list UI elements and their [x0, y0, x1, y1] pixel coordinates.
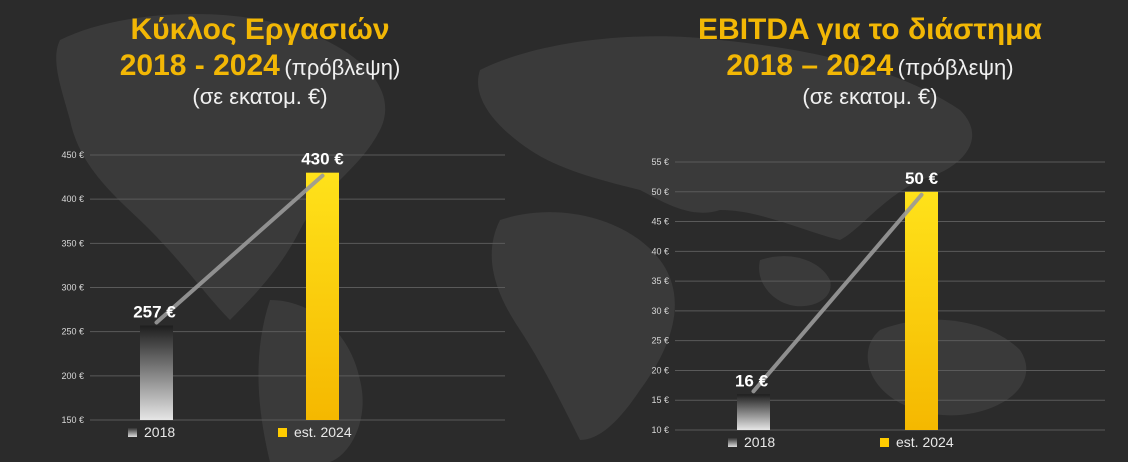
turnover-legend-swatch-2024 — [278, 428, 287, 437]
ebitda-legend-label-2024: est. 2024 — [896, 434, 954, 450]
turnover-ytick-label: 450 € — [61, 150, 84, 160]
turnover-title-years: 2018 - 2024 — [119, 49, 280, 82]
ebitda-trend-line — [751, 192, 924, 394]
turnover-chart-title: Κύκλος Εργασιών 2018 - 2024 (πρόβλεψη) (… — [90, 12, 430, 110]
turnover-title-note: (πρόβλεψη) — [284, 55, 401, 80]
turnover-ytick-label: 350 € — [61, 238, 84, 248]
turnover-ytick-label: 200 € — [61, 371, 84, 381]
ebitda-title-years: 2018 – 2024 — [726, 49, 894, 82]
ebitda-data-label-2024: 50 € — [905, 169, 939, 188]
ebitda-ytick-label: 40 € — [651, 246, 669, 256]
turnover-ytick-label: 150 € — [61, 415, 84, 425]
turnover-unit-line: (σε εκατομ. €) — [192, 84, 328, 109]
turnover-bar-2018 — [140, 325, 173, 420]
turnover-ytick-label: 400 € — [61, 194, 84, 204]
ebitda-ytick-label: 55 € — [651, 157, 669, 167]
ebitda-ytick-label: 20 € — [651, 365, 669, 375]
ebitda-bar-2018 — [737, 394, 770, 430]
ebitda-chart-title: EBITDA για το διάστημα 2018 – 2024 (πρόβ… — [670, 12, 1070, 110]
turnover-title-line: Κύκλος Εργασιών — [130, 13, 390, 46]
ebitda-ytick-label: 15 € — [651, 395, 669, 405]
ebitda-legend-swatch-2024 — [880, 438, 889, 447]
ebitda-ytick-label: 45 € — [651, 217, 669, 227]
turnover-data-label-2018: 257 € — [133, 302, 176, 321]
ebitda-legend-label-2018: 2018 — [744, 434, 775, 450]
ebitda-legend-swatch-2018 — [728, 438, 737, 447]
ebitda-data-label-2018: 16 € — [735, 371, 769, 390]
ebitda-bar-2024 — [905, 191, 938, 430]
turnover-legend-label-2024: est. 2024 — [294, 424, 352, 440]
turnover-bar-2024 — [306, 172, 339, 420]
ebitda-ytick-label: 10 € — [651, 425, 669, 435]
ebitda-unit-line: (σε εκατομ. €) — [802, 84, 938, 109]
turnover-legend-label-2018: 2018 — [144, 424, 175, 440]
turnover-ytick-label: 300 € — [61, 283, 84, 293]
turnover-ytick-label: 250 € — [61, 327, 84, 337]
ebitda-ytick-label: 35 € — [651, 276, 669, 286]
turnover-trend-line — [154, 173, 325, 325]
turnover-legend-swatch-2018 — [128, 428, 137, 437]
ebitda-title-line: EBITDA για το διάστημα — [698, 13, 1042, 46]
ebitda-title-note: (πρόβλεψη) — [897, 55, 1014, 80]
turnover-data-label-2024: 430 € — [301, 150, 344, 169]
ebitda-ytick-label: 30 € — [651, 306, 669, 316]
ebitda-ytick-label: 25 € — [651, 336, 669, 346]
ebitda-ytick-label: 50 € — [651, 187, 669, 197]
